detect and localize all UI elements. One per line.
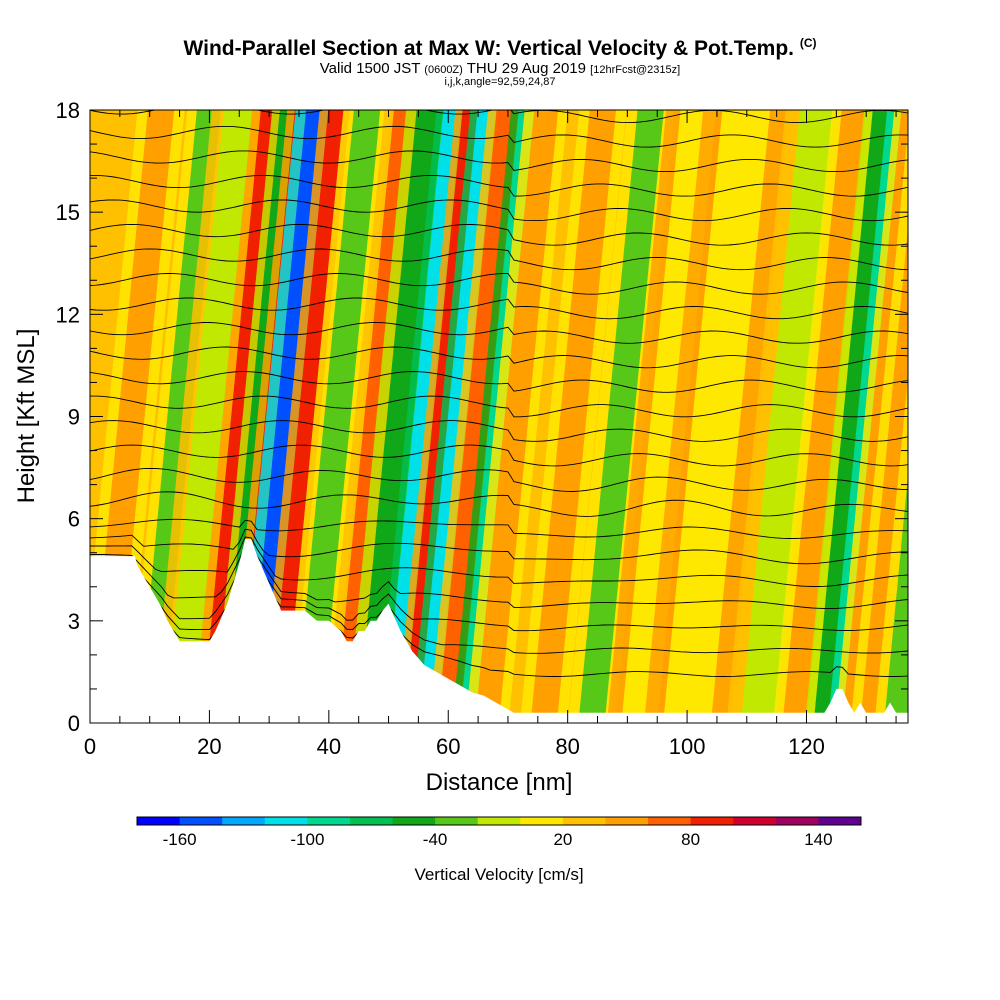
colorbar-tick-label: 140: [804, 830, 832, 849]
isentrope-line: [90, 467, 908, 492]
velocity-band: [663, 110, 771, 723]
x-tick-label: 100: [669, 734, 706, 759]
colorbar-swatch: [648, 817, 692, 825]
x-tick-label: 40: [317, 734, 341, 759]
colorbar-swatch: [818, 817, 862, 825]
velocity-band: [740, 110, 836, 723]
isentrope-line: [90, 223, 908, 246]
colorbar-swatch: [222, 817, 266, 825]
velocity-band: [884, 475, 908, 723]
colorbar-frame: [136, 816, 862, 826]
colorbar-swatch: [264, 817, 308, 825]
copyright-mark: (C): [799, 36, 817, 50]
isentrope-line: [90, 297, 908, 320]
colorbar-label: Vertical Velocity [cm/s]: [414, 865, 583, 884]
grid-params: i,j,k,angle=92,59,24,87: [444, 76, 556, 88]
colorbar-tick-label: 80: [681, 830, 700, 849]
colorbar-swatch: [392, 817, 436, 825]
colorbar-swatch: [605, 817, 649, 825]
colorbar-tick-label: -160: [163, 830, 197, 849]
colorbar-swatch: [520, 817, 564, 825]
colorbar-tick-label: 20: [553, 830, 572, 849]
colorbar-swatch: [477, 817, 521, 825]
velocity-band: [782, 110, 866, 723]
isentrope-line: [90, 273, 908, 295]
isentrope-line: [90, 554, 908, 632]
y-tick-label: 6: [68, 507, 80, 532]
velocity-band: [530, 110, 617, 723]
y-tick-label: 12: [56, 302, 80, 327]
forecast-info: [12hrFcst@2315z]: [590, 64, 681, 76]
colorbar-swatch: [562, 817, 606, 825]
isentrope-line: [90, 545, 908, 609]
colorbar-swatch: [775, 817, 819, 825]
isentrope-line: [90, 110, 908, 124]
terrain-mask: [90, 539, 908, 723]
colorbar-swatch: [435, 817, 479, 825]
y-axis-label: Height [Kft MSL]: [13, 329, 40, 504]
theta-contours: [90, 110, 908, 677]
colorbar-tick-label: -40: [423, 830, 448, 849]
isentrope-line: [90, 518, 908, 539]
zulu-time: (0600Z): [424, 64, 463, 76]
y-tick-label: 0: [68, 711, 80, 736]
chart-subtitle: Valid 1500 JST (0600Z) THU 29 Aug 2019 […: [0, 60, 1000, 77]
isentrope-line: [90, 528, 908, 565]
x-tick-label: 20: [197, 734, 221, 759]
y-tick-label: 15: [56, 200, 80, 225]
valid-date: THU 29 Aug 2019: [466, 60, 586, 77]
x-tick-label: 120: [788, 734, 825, 759]
velocity-band: [842, 110, 908, 723]
isentrope-line: [90, 125, 908, 148]
colorbar-swatch: [690, 817, 734, 825]
x-tick-label: 0: [84, 734, 96, 759]
isentrope-line: [90, 371, 908, 393]
velocity-band: [578, 110, 664, 723]
valid-time: Valid 1500 JST: [319, 60, 421, 77]
x-tick-label: 60: [436, 734, 460, 759]
isentrope-line: [90, 150, 908, 173]
axes: 0 20 40 60 80 100 120 0 3 6 9 12 15 18: [56, 98, 908, 759]
isentrope-line: [90, 491, 908, 517]
colorbar-swatch: [307, 817, 351, 825]
isentrope-line: [90, 174, 908, 197]
isentrope-line: [90, 322, 908, 344]
x-axis-label: Distance [nm]: [426, 769, 573, 796]
isentrope-line: [90, 536, 908, 587]
colorbar-swatch: [349, 817, 394, 825]
x-tick-label: 80: [555, 734, 579, 759]
isentrope-line: [90, 444, 908, 467]
y-tick-label: 9: [68, 405, 80, 430]
chart-title-text: Wind-Parallel Section at Max W: Vertical…: [183, 37, 794, 60]
velocity-band: [294, 110, 381, 723]
velocity-band: [164, 110, 254, 723]
colorbar-swatch: [733, 817, 777, 825]
colorbar: -160 -100 -40 20 80 140: [136, 816, 862, 849]
isentrope-line: [90, 420, 908, 442]
velocity-band: [860, 227, 908, 723]
isentrope-line: [90, 248, 908, 271]
y-tick-label: 3: [68, 609, 80, 634]
colorbar-swatch: [179, 817, 223, 825]
colorbar-swatch: [137, 817, 181, 825]
terrain-profile: [90, 539, 908, 723]
isentrope-line: [90, 395, 908, 418]
isentrope-line: [90, 346, 908, 369]
isentrope-line: [90, 199, 908, 222]
y-tick-label: 18: [56, 98, 80, 123]
chart-title: Wind-Parallel Section at Max W: Vertical…: [0, 36, 1000, 61]
colorbar-tick-label: -100: [290, 830, 324, 849]
